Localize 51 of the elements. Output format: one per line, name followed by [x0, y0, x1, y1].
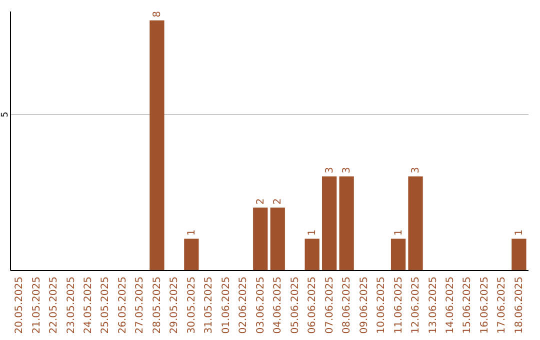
x-tick-label: 28.05.2025: [152, 276, 163, 334]
data-label: 1: [514, 229, 525, 236]
bar: [304, 238, 320, 270]
bar: [339, 176, 354, 270]
x-tick-label: 22.05.2025: [48, 276, 60, 334]
x-tick-label: 15.06.2025: [462, 276, 474, 334]
x-tick-label: 21.05.2025: [31, 276, 42, 334]
data-label: 3: [324, 167, 336, 174]
x-tick-label: 24.05.2025: [83, 276, 94, 334]
x-tick-label: 23.05.2025: [66, 276, 77, 334]
bar: [390, 238, 406, 270]
x-tick-label: 04.06.2025: [272, 276, 284, 334]
data-label: 1: [186, 229, 198, 236]
x-tick-label: 13.06.2025: [428, 276, 439, 334]
data-label: 2: [272, 198, 284, 205]
data-label: 8: [152, 10, 163, 18]
bar: [150, 20, 164, 270]
x-tick-label: 25.05.2025: [100, 276, 112, 334]
x-tick-label: 06.06.2025: [307, 276, 318, 334]
data-label: 1: [307, 229, 318, 236]
x-tick-label: 03.06.2025: [255, 276, 266, 334]
bar: [184, 238, 199, 270]
x-tick-label: 17.06.2025: [496, 276, 508, 334]
bar: [408, 176, 423, 270]
x-tick-label: 30.05.2025: [186, 276, 198, 334]
x-tick-label: 01.06.2025: [220, 276, 232, 334]
x-tick-label: 16.06.2025: [479, 276, 490, 334]
x-tick-label: 08.06.2025: [342, 276, 353, 334]
x-tick-label: 05.06.2025: [290, 276, 301, 334]
bar: [270, 208, 285, 270]
data-label: 2: [255, 198, 266, 205]
y-tick-label: 5: [0, 112, 10, 118]
x-tick-label: 12.06.2025: [410, 276, 422, 334]
bar: [322, 176, 337, 270]
bar: [253, 208, 268, 270]
data-label: 3: [410, 167, 422, 174]
x-tick-label: 10.06.2025: [376, 276, 388, 334]
x-tick-label: 02.06.2025: [238, 276, 250, 334]
x-tick-label: 18.06.2025: [514, 276, 525, 334]
x-tick-label: 26.05.2025: [117, 276, 128, 334]
x-tick-label: 14.06.2025: [445, 276, 456, 334]
data-label: 1: [393, 229, 404, 236]
x-tick-label: 11.06.2025: [393, 276, 404, 334]
x-tick-label: 29.05.2025: [169, 276, 180, 334]
x-tick-label: 07.06.2025: [324, 276, 336, 334]
bar: [512, 238, 526, 270]
x-tick-label: 09.06.2025: [358, 276, 370, 334]
data-label: 3: [342, 167, 353, 174]
x-tick-label: 31.05.2025: [204, 276, 215, 334]
x-tick-label: 27.05.2025: [134, 276, 146, 334]
x-tick-label: 20.05.2025: [14, 276, 26, 334]
